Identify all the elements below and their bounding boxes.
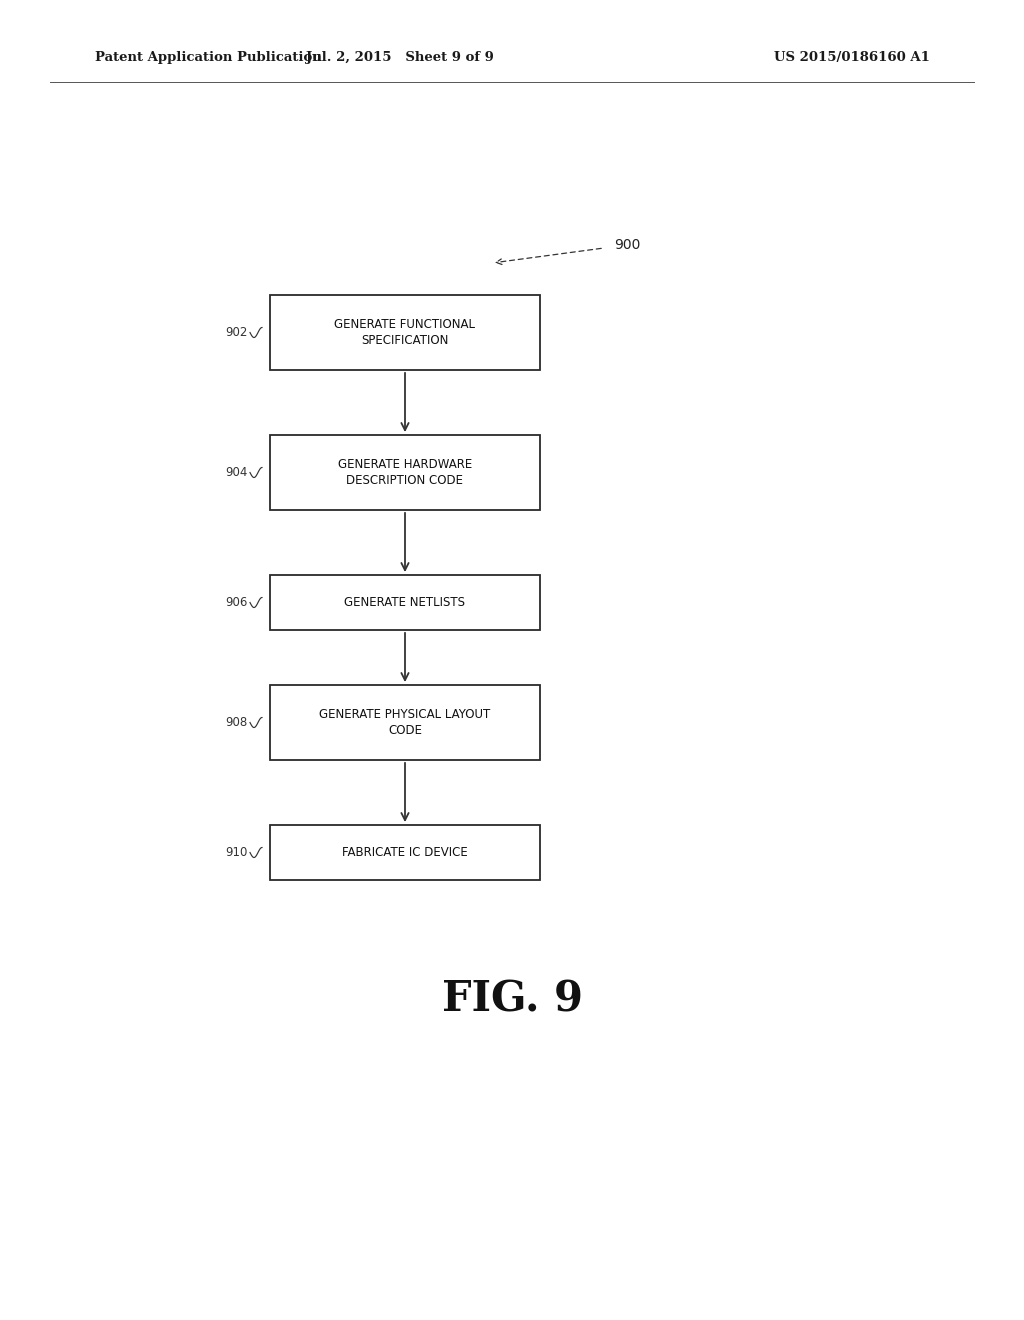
Bar <box>270 825 540 880</box>
Bar <box>270 685 540 760</box>
Text: GENERATE PHYSICAL LAYOUT
CODE: GENERATE PHYSICAL LAYOUT CODE <box>319 709 490 737</box>
Text: GENERATE HARDWARE
DESCRIPTION CODE: GENERATE HARDWARE DESCRIPTION CODE <box>338 458 472 487</box>
Bar <box>270 576 540 630</box>
Text: US 2015/0186160 A1: US 2015/0186160 A1 <box>774 51 930 65</box>
Text: 910: 910 <box>225 846 248 859</box>
Text: 902: 902 <box>225 326 248 339</box>
Text: GENERATE FUNCTIONAL
SPECIFICATION: GENERATE FUNCTIONAL SPECIFICATION <box>335 318 475 346</box>
Bar <box>270 294 540 370</box>
Text: 906: 906 <box>225 597 248 609</box>
Text: 900: 900 <box>614 238 640 252</box>
Text: FABRICATE IC DEVICE: FABRICATE IC DEVICE <box>342 846 468 859</box>
Text: Jul. 2, 2015   Sheet 9 of 9: Jul. 2, 2015 Sheet 9 of 9 <box>306 51 494 65</box>
Text: 908: 908 <box>225 715 248 729</box>
Text: FIG. 9: FIG. 9 <box>441 979 583 1020</box>
Text: Patent Application Publication: Patent Application Publication <box>95 51 322 65</box>
Text: 904: 904 <box>225 466 248 479</box>
Bar <box>270 436 540 510</box>
Text: GENERATE NETLISTS: GENERATE NETLISTS <box>344 597 466 609</box>
